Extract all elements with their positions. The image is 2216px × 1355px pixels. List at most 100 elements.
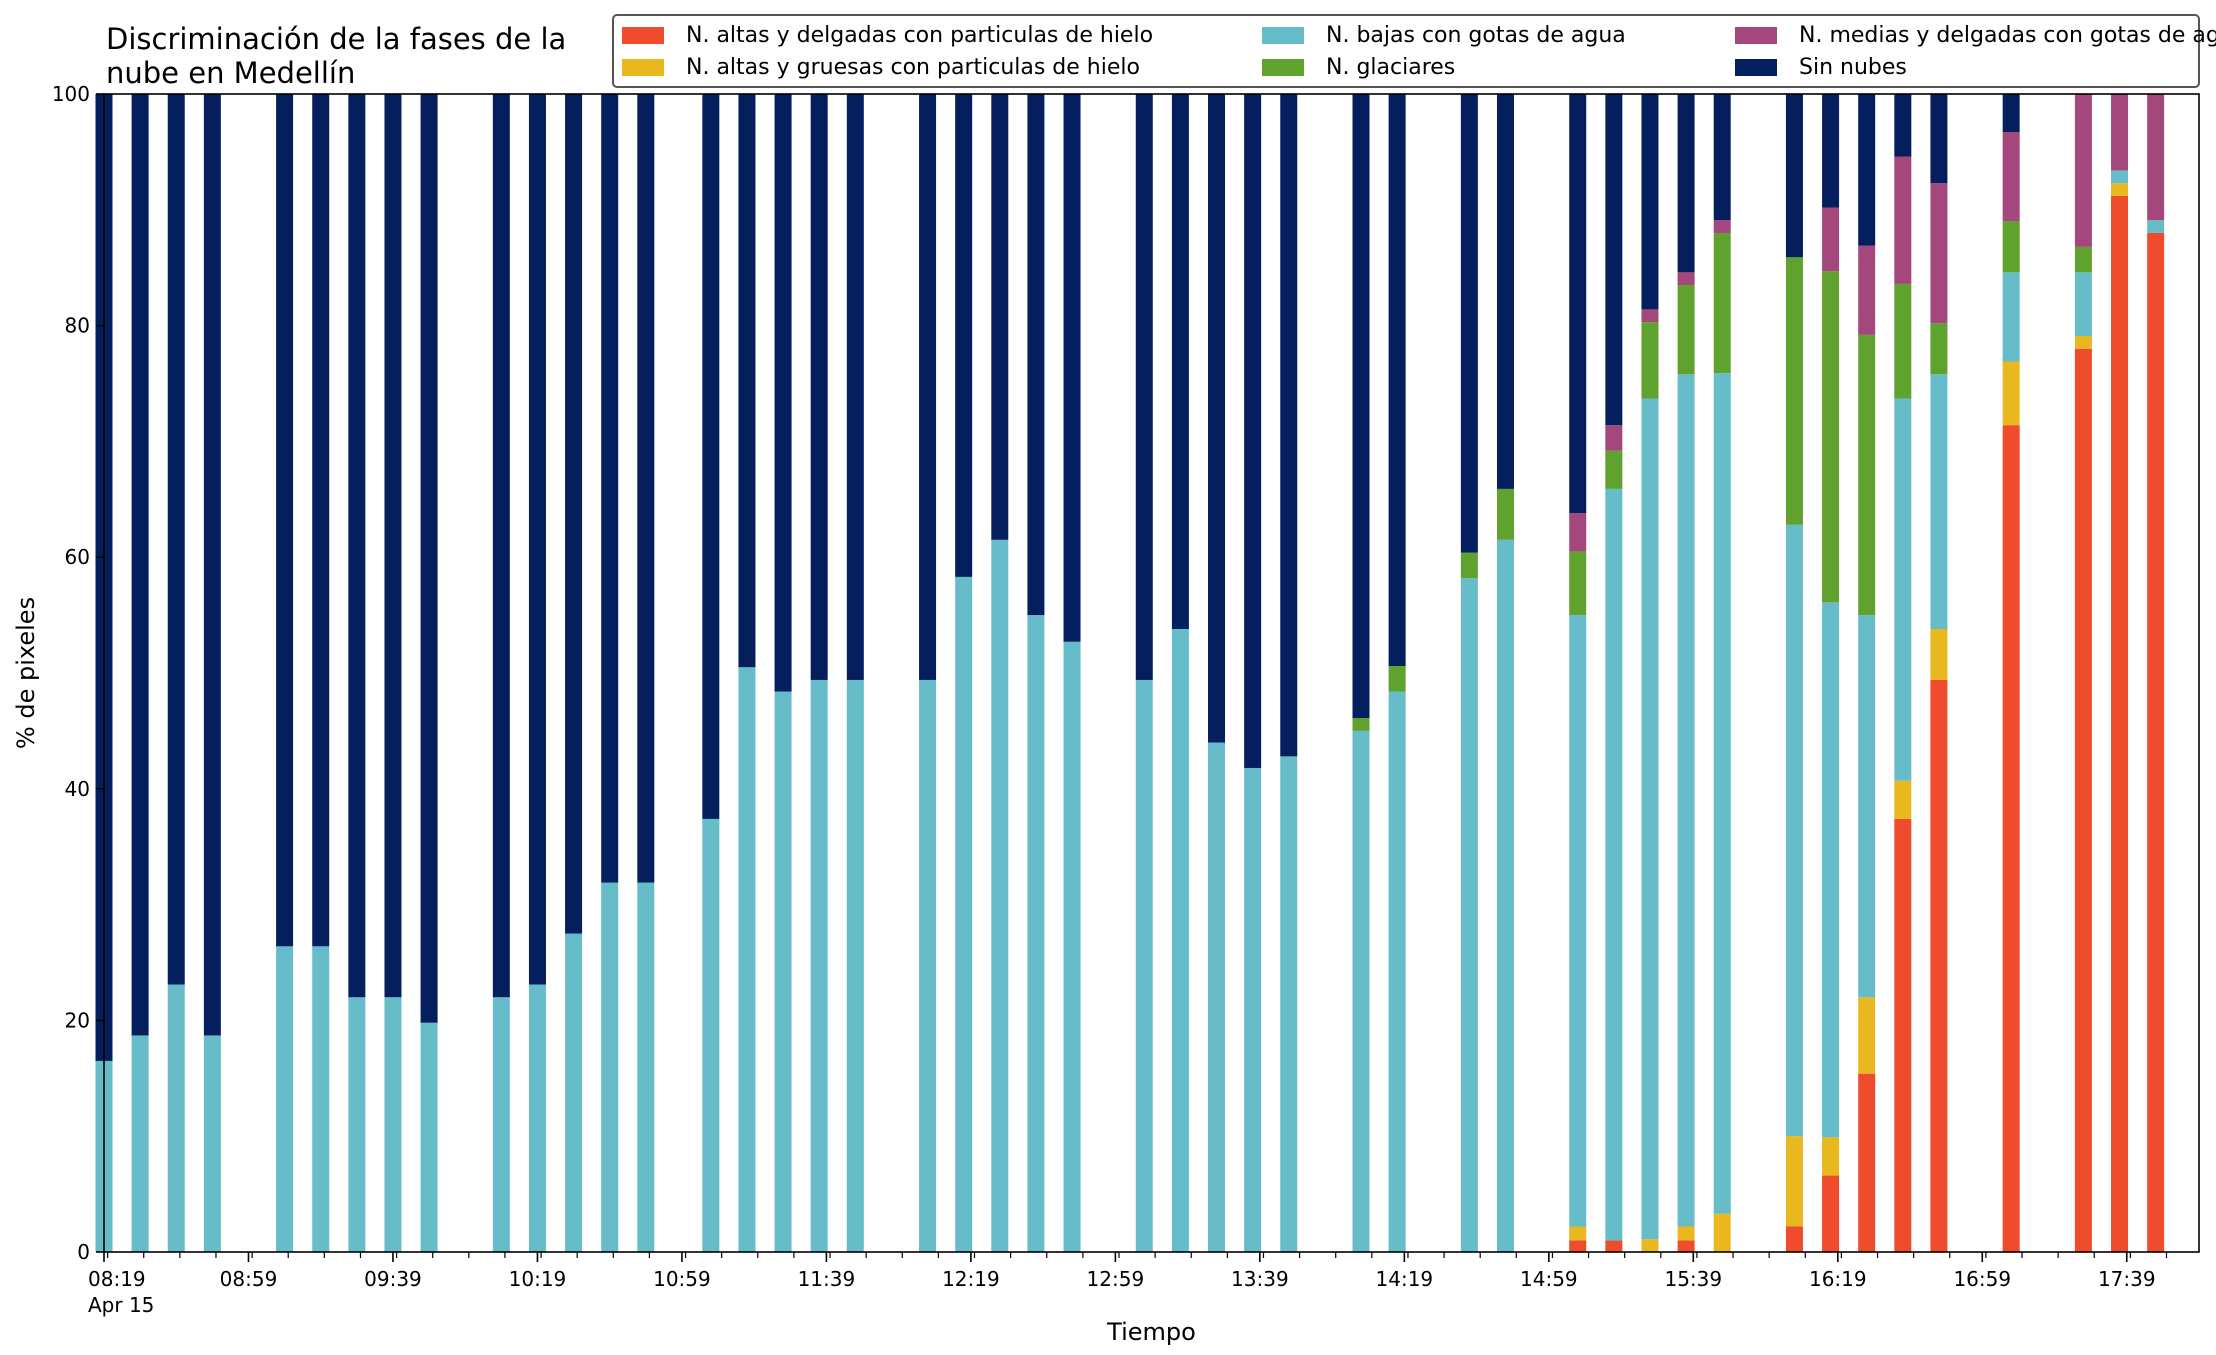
bar-segment-low_water-39	[1822, 602, 1840, 1138]
bar-segment-glaciated-37	[1713, 232, 1731, 374]
bar-segment-no_cloud-4	[276, 94, 294, 947]
bar-segment-low_water-16	[774, 691, 792, 1252]
bar-segment-low_water-46	[2147, 220, 2165, 233]
bar-segment-high_thin_ice-44	[2074, 348, 2092, 1252]
bar-segment-glaciated-29	[1352, 718, 1370, 731]
bar-segment-low_water-3	[203, 1035, 221, 1252]
bar-segment-low_water-4	[276, 946, 294, 1252]
bar-segment-low_water-38	[1785, 524, 1803, 1137]
bar-segment-middle_thin_water-34	[1605, 425, 1623, 451]
bar-segment-no_cloud-41	[1894, 94, 1912, 157]
bar-segment-middle_thin_water-42	[1930, 183, 1948, 324]
bar-segment-low_water-20	[955, 576, 973, 1252]
bar-segment-no_cloud-24	[1135, 94, 1153, 680]
x-tick-label: 14:59	[1520, 1267, 1578, 1291]
bar-segment-middle_thin_water-33	[1569, 513, 1587, 552]
bar-segment-low_water-41	[1894, 398, 1912, 781]
legend-item: N. altas y delgadas con particulas de hi…	[622, 20, 1153, 50]
bar-segment-low_water-27	[1244, 767, 1262, 1252]
x-tick-label: 10:19	[509, 1267, 567, 1291]
bar-segment-no_cloud-37	[1713, 94, 1731, 221]
bar-segment-no_cloud-2	[167, 94, 185, 985]
bar-segment-high_thick_ice-44	[2074, 336, 2092, 349]
bar-segment-low_water-13	[637, 882, 655, 1252]
bar-segment-high_thick_ice-39	[1822, 1137, 1840, 1176]
bar-segment-high_thick_ice-42	[1930, 629, 1948, 680]
bar-segment-low_water-9	[492, 997, 510, 1252]
bar-segment-high_thin_ice-41	[1894, 818, 1912, 1252]
legend-swatch	[1735, 26, 1777, 44]
bar-segment-low_water-1	[131, 1035, 149, 1252]
bar-segment-low_water-2	[167, 984, 185, 1252]
bar-segment-high_thin_ice-39	[1822, 1175, 1840, 1252]
legend-label: N. bajas con gotas de agua	[1326, 22, 1626, 48]
bar-segment-low_water-35	[1641, 398, 1659, 1240]
bar-segment-no_cloud-25	[1171, 94, 1189, 629]
bar-segment-low_water-23	[1063, 641, 1081, 1252]
y-tick-label: 60	[65, 545, 90, 569]
bar-segment-low_water-36	[1677, 374, 1695, 1227]
bar-segment-low_water-29	[1352, 730, 1370, 1252]
chart-title: Discriminación de la fases de la nube en…	[106, 22, 567, 90]
bar-segment-glaciated-44	[2074, 246, 2092, 273]
bar-segment-no_cloud-23	[1063, 94, 1081, 642]
bar-segment-low_water-44	[2074, 272, 2092, 337]
bar-segment-glaciated-32	[1496, 488, 1514, 540]
bar-segment-low_water-33	[1569, 615, 1587, 1227]
bar-segment-glaciated-36	[1677, 285, 1695, 375]
bar-segment-glaciated-39	[1822, 271, 1840, 603]
legend-label: N. altas y gruesas con particulas de hie…	[686, 54, 1140, 80]
bar-segment-high_thin_ice-43	[2002, 425, 2020, 1252]
bar-segment-high_thick_ice-45	[2111, 183, 2129, 196]
bar-segment-no_cloud-15	[738, 94, 756, 668]
bar-segment-no_cloud-12	[601, 94, 619, 883]
bar-segment-no_cloud-29	[1352, 94, 1370, 719]
legend-item: N. bajas con gotas de agua	[1262, 20, 1626, 50]
bar-segment-low_water-11	[565, 933, 583, 1252]
bar-segment-no_cloud-8	[420, 94, 438, 1023]
x-tick-label: 08:59	[220, 1267, 278, 1291]
bars-layer	[95, 94, 2165, 1252]
bar-segment-high_thin_ice-45	[2111, 195, 2129, 1252]
bar-segment-high_thick_ice-41	[1894, 780, 1912, 819]
legend-label: N. altas y delgadas con particulas de hi…	[686, 22, 1154, 48]
x-tick-label: 12:19	[942, 1267, 1000, 1291]
bar-segment-low_water-31	[1460, 578, 1478, 1252]
x-tick-date-label: Apr 15	[88, 1293, 154, 1317]
bar-segment-glaciated-42	[1930, 323, 1948, 375]
bar-segment-no_cloud-30	[1388, 94, 1406, 667]
y-tick-label: 40	[65, 777, 90, 801]
bar-segment-low_water-25	[1171, 629, 1189, 1252]
bar-segment-no_cloud-31	[1460, 94, 1478, 553]
bar-segment-high_thick_ice-43	[2002, 361, 2020, 426]
bar-segment-glaciated-38	[1785, 257, 1803, 525]
x-tick-label: 16:59	[1953, 1267, 2011, 1291]
legend-swatch	[1262, 58, 1304, 76]
bar-segment-low_water-43	[2002, 272, 2020, 362]
bar-segment-glaciated-40	[1858, 334, 1876, 616]
bar-segment-no_cloud-17	[810, 94, 828, 680]
bar-segment-no_cloud-35	[1641, 94, 1659, 310]
x-tick-label: 14:19	[1376, 1267, 1434, 1291]
bar-segment-no_cloud-28	[1280, 94, 1298, 757]
bar-segment-no_cloud-10	[528, 94, 546, 985]
bar-segment-middle_thin_water-44	[2074, 94, 2092, 247]
bar-segment-middle_thin_water-46	[2147, 94, 2165, 221]
bar-segment-no_cloud-39	[1822, 94, 1840, 208]
legend-label: Sin nubes	[1799, 54, 1907, 80]
bar-segment-low_water-17	[810, 679, 828, 1252]
x-tick-label: 10:59	[653, 1267, 711, 1291]
bar-segment-no_cloud-6	[348, 94, 366, 998]
bar-segment-high_thin_ice-34	[1605, 1240, 1623, 1252]
bar-segment-high_thin_ice-36	[1677, 1240, 1695, 1252]
y-tick-label: 20	[65, 1008, 90, 1032]
bar-segment-no_cloud-18	[846, 94, 864, 680]
legend-item: N. medias y delgadas con gotas de agua	[1735, 20, 2216, 50]
bar-segment-middle_thin_water-36	[1677, 272, 1695, 286]
y-axis-label: % de pixeles	[12, 597, 40, 749]
bar-segment-no_cloud-7	[384, 94, 402, 998]
bar-segment-low_water-12	[601, 882, 619, 1252]
x-tick-label: 12:59	[1087, 1267, 1145, 1291]
legend-item: N. glaciares	[1262, 52, 1455, 82]
